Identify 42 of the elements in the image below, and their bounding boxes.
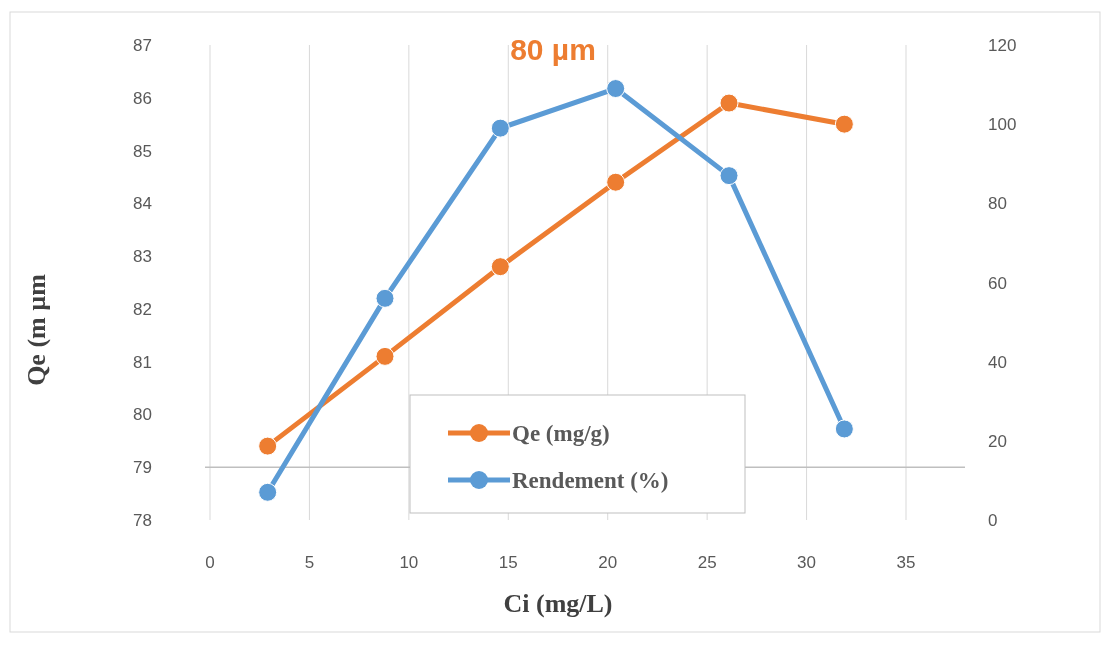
y-tick-label: 80 <box>133 405 152 425</box>
x-tick-label: 25 <box>697 553 717 572</box>
y2-tick-label: 100 <box>988 115 1017 135</box>
point <box>490 118 510 138</box>
y-tick-label: 81 <box>133 352 152 372</box>
x-tick-label: 10 <box>399 553 419 572</box>
point <box>375 346 395 366</box>
point <box>834 419 854 439</box>
y-tick-label: 79 <box>133 458 152 478</box>
x-tick-label: 0 <box>205 553 215 572</box>
y-tick-label: 85 <box>133 141 152 161</box>
y2-tick-label: 120 <box>988 36 1017 55</box>
point <box>490 257 510 277</box>
legend-label: Rendement (%) <box>512 468 669 493</box>
y2-tick-label: 0 <box>988 511 998 530</box>
y-tick-label: 78 <box>133 511 152 530</box>
y2-tick-label: 80 <box>988 194 1007 214</box>
y2-tick-label: 20 <box>988 431 1007 451</box>
point <box>719 166 739 186</box>
point <box>258 482 278 502</box>
y-tick-label: 87 <box>133 36 152 55</box>
point <box>606 172 626 192</box>
point <box>719 93 739 113</box>
x-tick-label: 15 <box>498 553 518 572</box>
point <box>834 114 854 134</box>
y2-tick-label: 60 <box>988 273 1007 293</box>
point <box>375 288 395 308</box>
x-axis-title: Ci (mg/L) <box>503 589 613 618</box>
y2-tick-label: 40 <box>988 352 1007 372</box>
legend-label: Qe (mg/g) <box>512 421 610 446</box>
y-tick-label: 86 <box>133 88 152 108</box>
chart-title: 80 µm <box>510 33 596 66</box>
y-tick-label: 84 <box>133 194 152 214</box>
x-tick-label: 30 <box>797 553 817 572</box>
y-tick-label: 82 <box>133 299 152 319</box>
y-tick-label: 83 <box>133 247 152 267</box>
x-tick-label: 20 <box>598 553 618 572</box>
y-axis-title: Qe (m µm <box>22 273 51 386</box>
point <box>606 79 626 99</box>
x-tick-label: 35 <box>896 553 916 572</box>
x-tick-label: 5 <box>304 553 315 572</box>
point <box>258 436 278 456</box>
